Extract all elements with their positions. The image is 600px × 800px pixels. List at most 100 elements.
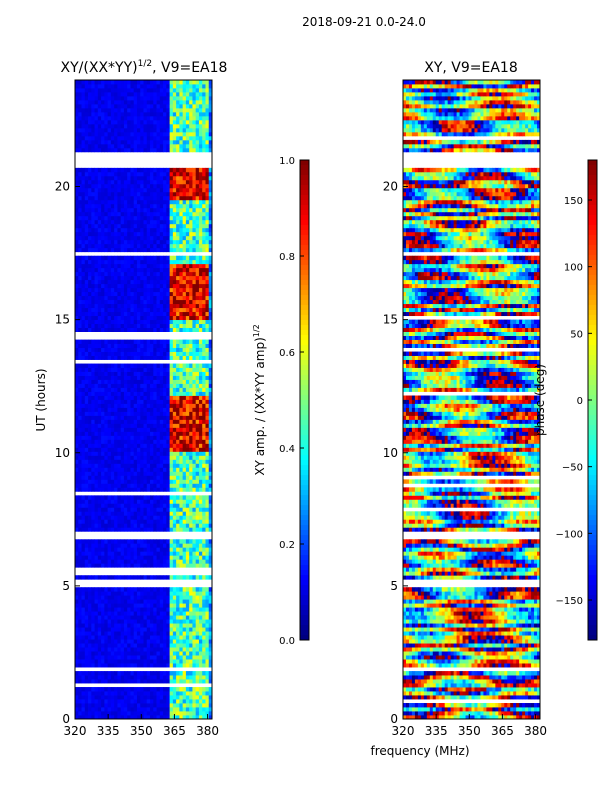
amp-cell	[182, 443, 187, 448]
amp-cell	[88, 699, 92, 704]
amp-cell	[150, 207, 154, 213]
amp-cell	[104, 659, 109, 664]
amp-cell	[127, 319, 131, 325]
amp-cell	[153, 675, 157, 680]
amp-cell	[202, 263, 206, 269]
amp-cell	[189, 691, 193, 696]
amp-cell	[189, 451, 193, 456]
amp-cell	[202, 463, 206, 468]
amp-cell	[208, 323, 213, 329]
amp-cell	[208, 463, 213, 468]
amp-cell	[78, 367, 82, 372]
amp-cell	[114, 379, 118, 384]
amp-cell	[176, 439, 180, 444]
amp-cell	[84, 451, 89, 456]
amp-cell	[136, 219, 141, 225]
amp-cell	[189, 471, 193, 476]
amp-cell	[159, 227, 164, 233]
amp-cell	[143, 271, 148, 277]
amp-cell	[182, 439, 187, 444]
amp-cell	[169, 267, 174, 273]
amp-cell	[133, 703, 138, 708]
amp-cell	[176, 611, 180, 616]
amp-cell	[123, 599, 128, 604]
amp-cell	[156, 379, 161, 384]
amp-cell	[192, 499, 197, 504]
amp-cell	[130, 575, 135, 580]
amp-cell	[156, 551, 161, 556]
amp-cell	[143, 443, 148, 448]
amp-cell	[114, 467, 118, 472]
amp-cell	[84, 215, 89, 221]
amp-cell	[150, 595, 154, 600]
amp-cell	[94, 503, 99, 508]
amp-cell	[78, 419, 82, 424]
amp-cell	[133, 203, 138, 209]
amp-cell	[101, 447, 105, 452]
amp-cell	[192, 387, 197, 392]
amp-cell	[143, 483, 148, 488]
amp-cell	[91, 271, 95, 277]
amp-cell	[179, 411, 184, 416]
amp-cell	[172, 515, 177, 520]
amp-cell	[185, 259, 190, 265]
amp-cell	[163, 219, 167, 225]
amp-cell	[189, 663, 193, 668]
amp-cell	[75, 343, 79, 348]
amp-cell	[156, 519, 161, 524]
amp-cell	[123, 675, 128, 680]
amp-cell	[97, 199, 102, 205]
amp-cell	[117, 447, 122, 452]
amp-cell	[81, 259, 86, 265]
amp-cell	[208, 539, 213, 544]
amp-cell	[110, 303, 115, 309]
amp-cell	[182, 499, 187, 504]
amp-cell	[159, 671, 164, 676]
amp-cell	[153, 555, 157, 560]
amp-cell	[182, 347, 187, 352]
amp-cell	[133, 415, 138, 420]
amp-cell	[94, 303, 99, 309]
amp-cell	[91, 671, 95, 676]
amp-cell	[153, 427, 157, 432]
amp-cell	[91, 511, 95, 516]
amp-cell	[101, 399, 105, 404]
amp-cell	[97, 563, 102, 568]
amp-cell	[114, 523, 118, 528]
amp-cell	[189, 227, 193, 233]
amp-cell	[140, 271, 144, 277]
amp-cell	[101, 487, 105, 492]
amp-cell	[104, 235, 109, 241]
amp-cell	[185, 511, 190, 516]
amp-cell	[120, 391, 125, 396]
amp-cell	[110, 347, 115, 352]
amp-cell	[198, 207, 203, 213]
amp-cell	[156, 439, 161, 444]
amp-cell	[205, 675, 210, 680]
amp-cell	[114, 459, 118, 464]
amp-cell	[153, 243, 157, 249]
amp-cell	[189, 343, 193, 348]
amp-cell	[185, 455, 190, 460]
amp-cell	[179, 711, 184, 716]
amp-cell	[208, 287, 213, 293]
amp-cell	[120, 595, 125, 600]
amp-cell	[185, 287, 190, 293]
amp-cell	[88, 575, 92, 580]
amp-cell	[88, 563, 92, 568]
amp-cell	[189, 415, 193, 420]
amp-cell	[150, 235, 154, 241]
amp-cell	[172, 503, 177, 508]
amp-cell	[136, 387, 141, 392]
amp-cell	[88, 423, 92, 428]
amp-cell	[202, 431, 206, 436]
amp-cell	[110, 555, 115, 560]
amp-cell	[123, 467, 128, 472]
amp-cell	[192, 267, 197, 273]
amp-cell	[130, 591, 135, 596]
amp-cell	[172, 539, 177, 544]
amp-cell	[198, 675, 203, 680]
amp-cell	[150, 651, 154, 656]
amp-cell	[176, 315, 180, 321]
amp-cell	[185, 551, 190, 556]
